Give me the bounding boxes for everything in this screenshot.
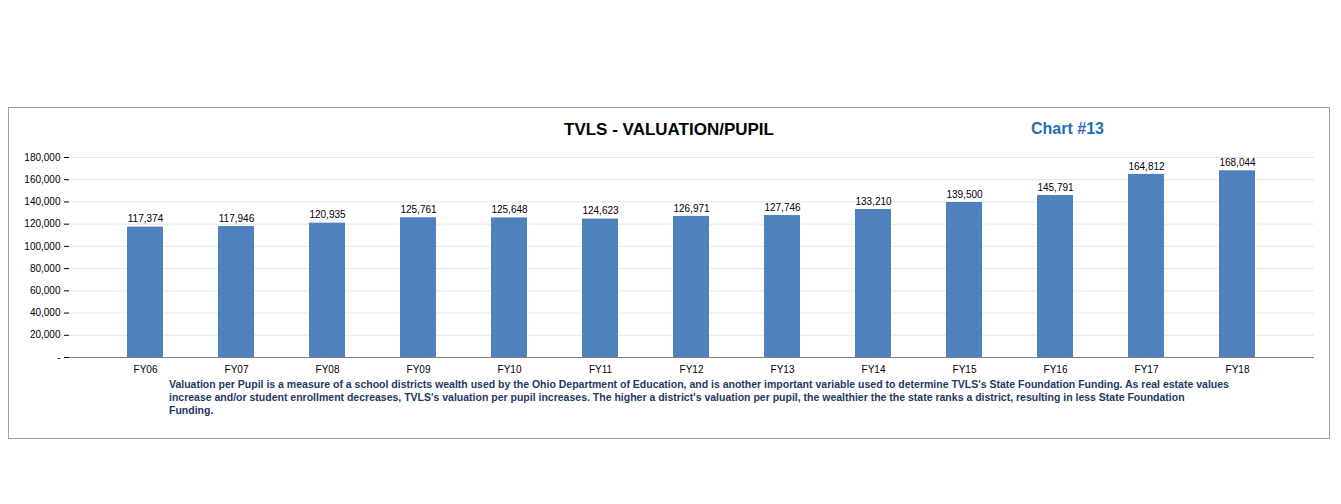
- svg-text:127,746: 127,746: [764, 202, 801, 213]
- svg-text:160,000: 160,000: [24, 174, 61, 185]
- svg-text:60,000: 60,000: [30, 285, 61, 296]
- svg-text:FY12: FY12: [680, 364, 704, 375]
- svg-text:164,812: 164,812: [1128, 161, 1165, 172]
- svg-text:180,000: 180,000: [24, 152, 61, 163]
- svg-text:124,623: 124,623: [582, 205, 619, 216]
- svg-text:FY13: FY13: [771, 364, 795, 375]
- svg-text:FY06: FY06: [134, 364, 158, 375]
- svg-text:120,000: 120,000: [24, 218, 61, 229]
- svg-text:168,044: 168,044: [1219, 157, 1256, 168]
- svg-text:FY10: FY10: [498, 364, 522, 375]
- svg-text:FY07: FY07: [225, 364, 249, 375]
- html-text:TVLS - VALUATION/PUPIL: TVLS - VALUATION/PUPIL: [564, 120, 774, 139]
- svg-text:-: -: [57, 352, 60, 363]
- svg-text:133,210: 133,210: [855, 196, 892, 207]
- svg-text:139,500: 139,500: [946, 189, 983, 200]
- svg-text:FY08: FY08: [316, 364, 340, 375]
- html-text:Valuation per Pupil is a measu: Valuation per Pupil is a measure of a sc…: [169, 378, 1229, 416]
- svg-text:100,000: 100,000: [24, 241, 61, 252]
- svg-text:125,761: 125,761: [400, 204, 437, 215]
- svg-text:145,791: 145,791: [1037, 182, 1074, 193]
- svg-text:FY15: FY15: [953, 364, 977, 375]
- svg-text:FY14: FY14: [862, 364, 886, 375]
- svg-text:40,000: 40,000: [30, 307, 61, 318]
- svg-text:FY16: FY16: [1044, 364, 1068, 375]
- svg-text:FY09: FY09: [407, 364, 431, 375]
- svg-text:FY18: FY18: [1226, 364, 1250, 375]
- svg-text:125,648: 125,648: [491, 204, 528, 215]
- svg-text:140,000: 140,000: [24, 196, 61, 207]
- html-text:Chart #13: Chart #13: [1031, 120, 1104, 137]
- svg-text:117,946: 117,946: [219, 213, 255, 224]
- svg-text:117,374: 117,374: [128, 213, 164, 224]
- svg-text:FY11: FY11: [589, 364, 613, 375]
- svg-text:FY17: FY17: [1135, 364, 1159, 375]
- svg-text:126,971: 126,971: [673, 203, 710, 214]
- svg-text:80,000: 80,000: [30, 263, 61, 274]
- svg-text:120,935: 120,935: [309, 209, 346, 220]
- svg-text:20,000: 20,000: [30, 329, 61, 340]
